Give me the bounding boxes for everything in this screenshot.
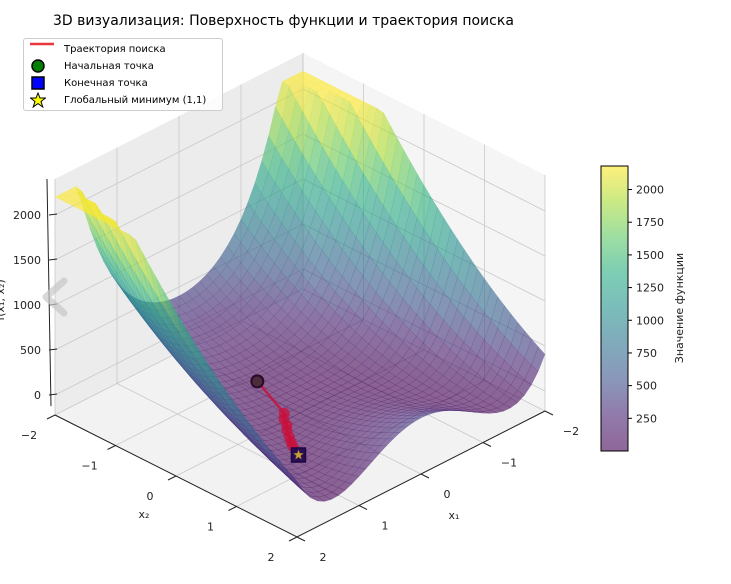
x2-tick-label: 0 — [147, 490, 154, 503]
x1-tick-label: 0 — [444, 488, 451, 501]
x2-tick-label: −1 — [81, 460, 97, 473]
colorbar-tick-label: 1000 — [636, 314, 664, 327]
legend-item-trajectory: Траектория поиска — [30, 41, 166, 57]
x1-tick — [482, 442, 492, 447]
colorbar-tick-label: 1250 — [636, 282, 664, 295]
star-icon — [30, 92, 54, 108]
x2-tick-label: 1 — [207, 521, 214, 534]
colorbar-tick-label: 250 — [636, 412, 657, 425]
z-tick-label: 1500 — [13, 254, 41, 267]
z-tick-label: 500 — [20, 344, 41, 357]
colorbar-tick-label: 500 — [636, 380, 657, 393]
z-tick-label: 2000 — [13, 209, 41, 222]
z-tick-label: 1000 — [13, 299, 41, 312]
legend-item-end: Конечная точка — [30, 75, 148, 91]
legend-label: Траектория поиска — [64, 43, 166, 55]
line-icon — [30, 42, 54, 56]
x1-tick — [544, 410, 554, 416]
x1-tick — [296, 536, 306, 542]
x1-tick-label: 1 — [382, 520, 389, 533]
x2-tick-label: 2 — [268, 551, 275, 564]
x2-tick — [288, 536, 298, 542]
legend-item-minimum: Глобальный минимум (1,1) — [30, 92, 206, 108]
chevron-left-icon[interactable] — [40, 275, 80, 319]
square-icon — [30, 76, 54, 90]
legend: Траектория поиска Начальная точка Конечн… — [23, 38, 223, 111]
z-axis-label: f(x₁, x₂) — [0, 279, 7, 320]
legend-label: Конечная точка — [64, 77, 148, 89]
colorbar-tick-label: 1750 — [636, 216, 664, 229]
colorbar — [600, 165, 629, 452]
legend-label: Начальная точка — [64, 60, 154, 72]
colorbar-label: Значение функции — [673, 253, 686, 363]
x2-tick — [167, 475, 177, 481]
z-tick-label: 0 — [34, 389, 41, 402]
z-tick — [48, 258, 58, 261]
z-tick — [48, 348, 58, 351]
x1-tick-label: −1 — [501, 457, 517, 470]
x2-tick — [107, 445, 116, 450]
z-tick — [48, 213, 58, 216]
colorbar-tick-label: 2000 — [636, 184, 664, 197]
x2-axis-label: x₂ — [139, 508, 150, 521]
x2-tick — [46, 414, 56, 420]
x1-axis-label: x₁ — [449, 509, 460, 522]
start-point-marker — [250, 374, 265, 389]
chart-title: 3D визуализация: Поверхность функции и т… — [53, 13, 514, 29]
legend-label: Глобальный минимум (1,1) — [64, 94, 207, 106]
x1-tick-label: 2 — [320, 551, 327, 564]
surface-facet — [290, 473, 305, 492]
circle-icon — [30, 59, 54, 73]
x2-tick — [228, 506, 237, 511]
x1-tick-label: −2 — [563, 425, 579, 438]
colorbar-tick-label: 1500 — [636, 249, 664, 262]
legend-item-start: Начальная точка — [30, 58, 154, 74]
global-minimum-marker — [292, 449, 305, 460]
z-tick — [48, 393, 58, 396]
colorbar-tick-label: 750 — [636, 347, 657, 360]
x1-tick — [358, 505, 368, 510]
x2-tick-label: −2 — [21, 429, 37, 442]
x1-tick — [420, 473, 430, 479]
